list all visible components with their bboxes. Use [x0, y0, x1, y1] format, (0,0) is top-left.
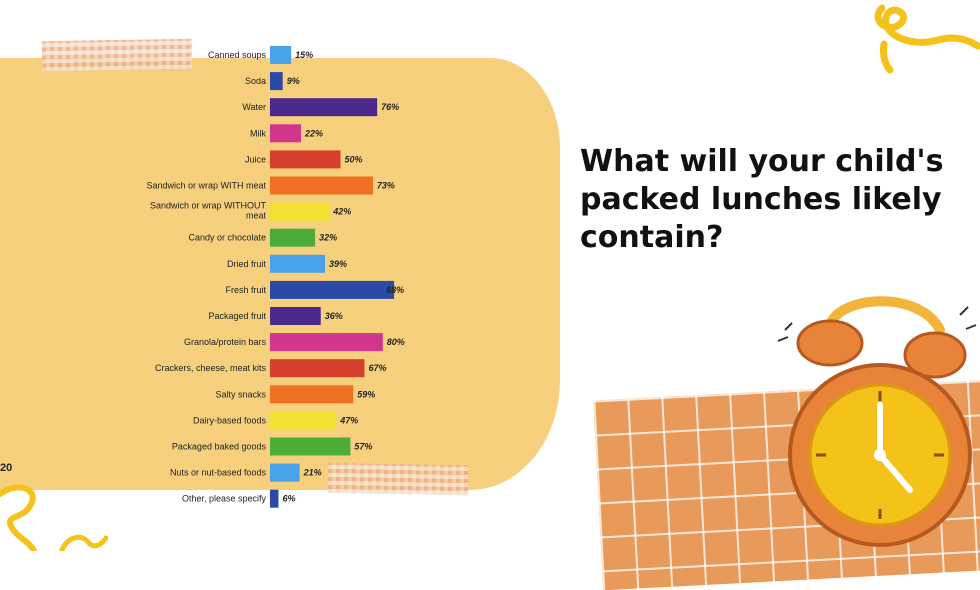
value-label-6: 42%: [332, 207, 351, 217]
bar-12: [270, 359, 365, 378]
squiggle-bottom-left: [0, 484, 37, 551]
category-label-2: Water: [242, 102, 266, 112]
bar-chart: Canned soups 15% Soda 9% Water 76% Milk 22% Juic…: [146, 46, 405, 508]
bar-10: [270, 307, 321, 325]
category-label-13: Salty snacks: [215, 389, 266, 399]
category-label-0: Canned soups: [208, 50, 267, 60]
bar-7: [270, 228, 316, 247]
value-label-13: 59%: [357, 389, 375, 399]
value-label-2: 76%: [381, 102, 399, 112]
bar-17: [270, 489, 279, 508]
category-label-5: Sandwich or wrap WITH meat: [146, 181, 266, 191]
bar-9: [270, 280, 395, 299]
bar-0: [270, 46, 292, 64]
slide: 20 What will your child's packed lunches…: [0, 4, 980, 590]
value-label-1: 9%: [287, 76, 300, 86]
washi-tape-bottom: [327, 462, 469, 496]
value-label-17: 6%: [282, 494, 295, 504]
bar-2: [270, 98, 378, 117]
bar-14: [270, 411, 337, 430]
bar-6: [270, 202, 330, 221]
value-label-3: 22%: [304, 128, 323, 138]
category-label-12: Crackers, cheese, meat kits: [155, 363, 267, 373]
category-label-10: Packaged fruit: [208, 311, 266, 321]
value-label-7: 32%: [319, 233, 337, 243]
bar-3: [270, 124, 302, 143]
value-label-11: 80%: [387, 337, 405, 347]
slide-title: What will your child's packed lunches li…: [580, 144, 944, 255]
category-label-15: Packaged baked goods: [172, 442, 267, 452]
category-label-3: Milk: [250, 128, 266, 138]
value-label-12: 67%: [368, 363, 386, 373]
bar-5: [270, 176, 373, 195]
bar-8: [270, 254, 325, 273]
category-label-8: Dried fruit: [227, 259, 267, 269]
category-label-11: Granola/protein bars: [184, 337, 267, 347]
category-label-16: Nuts or nut-based foods: [170, 468, 267, 478]
bar-15: [270, 437, 351, 456]
alarm-clock-icon: [777, 296, 977, 547]
category-label-17: Other, please specify: [182, 494, 267, 504]
value-label-15: 57%: [354, 442, 372, 452]
value-label-4: 50%: [345, 154, 363, 164]
category-label-1: Soda: [245, 76, 266, 86]
value-label-0: 15%: [295, 50, 313, 60]
bar-13: [270, 385, 354, 404]
value-label-10: 36%: [325, 311, 343, 321]
value-label-14: 47%: [339, 415, 358, 425]
bar-4: [270, 150, 341, 169]
squiggle-bottom: [59, 534, 108, 551]
value-label-9: 88%: [386, 285, 404, 295]
category-label-7: Candy or chocolate: [188, 233, 266, 243]
value-label-16: 21%: [303, 468, 322, 478]
value-label-8: 39%: [329, 259, 347, 269]
category-label-9: Fresh fruit: [225, 285, 266, 295]
bar-16: [270, 463, 300, 482]
category-label-6: Sandwich or wrap WITHOUT meat: [150, 201, 267, 221]
page-number: 20: [0, 462, 13, 474]
squiggle-top-right: [874, 4, 980, 74]
bar-1: [270, 72, 283, 91]
bar-11: [270, 333, 383, 352]
category-label-4: Juice: [245, 154, 266, 164]
value-label-5: 73%: [377, 181, 395, 191]
category-label-14: Dairy-based foods: [193, 415, 267, 425]
